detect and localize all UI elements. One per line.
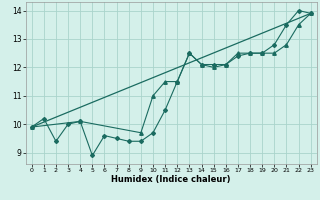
X-axis label: Humidex (Indice chaleur): Humidex (Indice chaleur)	[111, 175, 231, 184]
